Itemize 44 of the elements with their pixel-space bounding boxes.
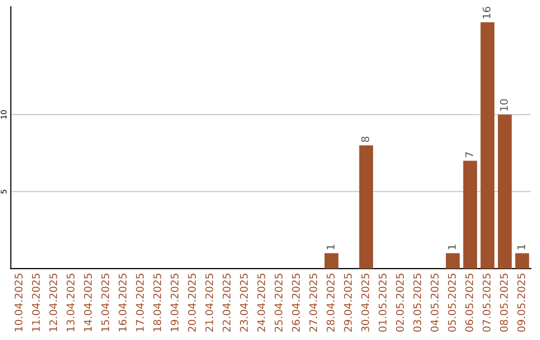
bar bbox=[515, 253, 530, 269]
x-tick-label: 13.04.2025 bbox=[66, 274, 74, 332]
x-tick-label: 05.05.2025 bbox=[448, 274, 456, 332]
x-tick-label: 18.04.2025 bbox=[153, 274, 162, 332]
data-label: 1 bbox=[517, 244, 526, 250]
data-label: 7 bbox=[465, 152, 474, 158]
x-tick-label: 01.05.2025 bbox=[378, 274, 387, 332]
bar bbox=[324, 253, 338, 269]
x-tick-label: 27.04.2025 bbox=[309, 274, 318, 332]
data-label: 16 bbox=[482, 6, 491, 18]
x-tick-label: 17.04.2025 bbox=[136, 274, 144, 332]
x-tick-label: 25.04.2025 bbox=[274, 274, 282, 332]
x-tick-label: 20.04.2025 bbox=[188, 274, 196, 332]
bar bbox=[480, 22, 494, 269]
x-tick-label: 22.04.2025 bbox=[222, 274, 230, 332]
x-tick-label: 09.05.2025 bbox=[517, 274, 526, 332]
x-tick-label: 30.04.2025 bbox=[361, 274, 370, 332]
bar bbox=[463, 160, 478, 269]
x-tick-label: 28.04.2025 bbox=[326, 274, 334, 332]
x-tick-label: 24.04.2025 bbox=[257, 274, 266, 332]
data-label: 1 bbox=[448, 244, 456, 250]
x-tick-label: 04.05.2025 bbox=[430, 274, 439, 332]
x-tick-label: 06.05.2025 bbox=[465, 274, 474, 332]
data-label: 8 bbox=[361, 136, 370, 142]
x-tick-label: 21.04.2025 bbox=[205, 274, 214, 332]
x-tick-label: 23.04.2025 bbox=[240, 274, 248, 332]
x-tick-label: 15.04.2025 bbox=[101, 274, 110, 332]
data-label: 1 bbox=[326, 244, 334, 250]
x-tick-label: 11.04.2025 bbox=[32, 274, 40, 332]
x-tick-label: 26.04.2025 bbox=[292, 274, 300, 332]
x-tick-label: 10.04.2025 bbox=[14, 274, 22, 332]
bar bbox=[446, 253, 460, 269]
x-tick-label: 12.04.2025 bbox=[49, 274, 58, 332]
x-tick-label: 07.05.2025 bbox=[482, 274, 491, 332]
x-tick-label: 08.05.2025 bbox=[500, 274, 508, 332]
data-label: 10 bbox=[500, 99, 508, 111]
x-tick-label: 19.04.2025 bbox=[170, 274, 178, 332]
x-tick-label: 14.04.2025 bbox=[84, 274, 92, 332]
x-tick-label: 03.05.2025 bbox=[413, 274, 422, 332]
bar bbox=[498, 114, 512, 269]
bar bbox=[359, 145, 374, 269]
x-tick-label: 16.04.2025 bbox=[118, 274, 126, 332]
x-tick-label: 02.05.2025 bbox=[396, 274, 404, 332]
x-tick-label: 29.04.2025 bbox=[344, 274, 352, 332]
